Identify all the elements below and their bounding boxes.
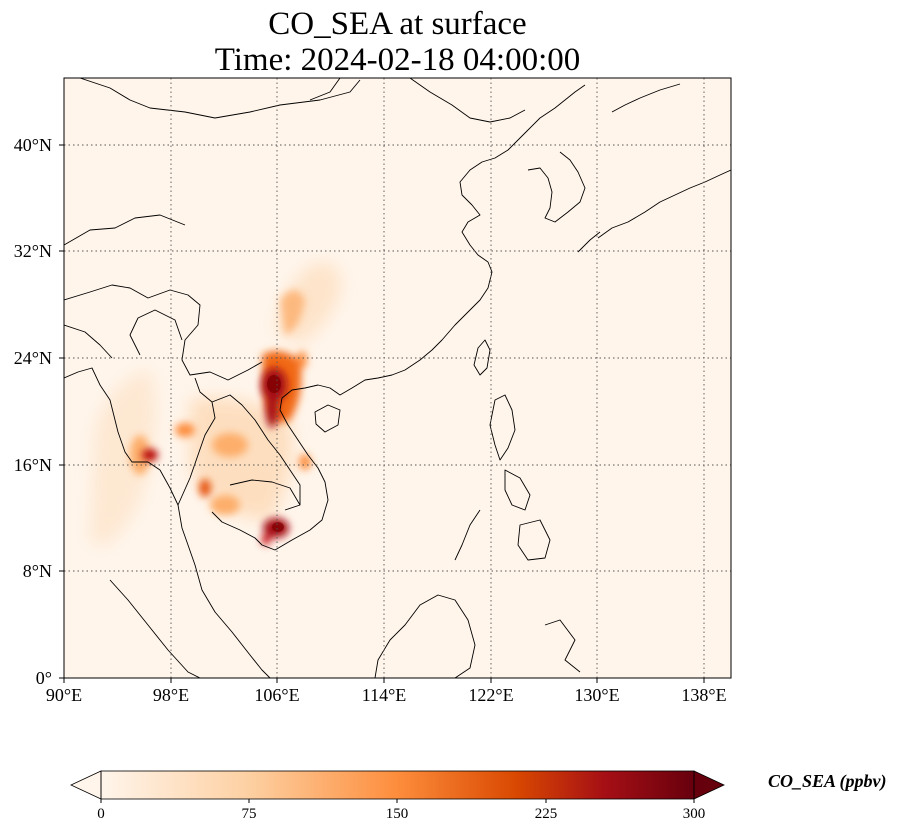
map-background [64, 78, 731, 678]
x-tick-label: 130°E [574, 685, 620, 705]
y-tick-label: 8°N [22, 561, 52, 581]
y-tick-label: 32°N [13, 241, 52, 261]
x-tick-label: 106°E [254, 685, 300, 705]
x-tick-label: 90°E [45, 685, 83, 705]
y-tick-label: 16°N [13, 455, 52, 475]
y-tick-label: 24°N [13, 348, 52, 368]
x-tick-label: 122°E [468, 685, 514, 705]
colorbar-label: CO_SEA (ppbv) [768, 771, 887, 791]
map-frame [63, 77, 732, 679]
y-tick-label: 40°N [13, 135, 52, 155]
colorbar-gradient [101, 771, 694, 799]
colorbar-tick-label: 225 [534, 806, 558, 822]
gridlines [64, 78, 731, 678]
x-tick-label: 98°E [152, 685, 190, 705]
colorbar-tick-label: 300 [682, 806, 706, 822]
colorbar-tick-label: 0 [97, 806, 105, 822]
colorbar-tick-label: 150 [385, 806, 409, 822]
colorbar-extend-min [70, 770, 102, 800]
colorbar [70, 770, 725, 803]
map-timestamp: Time: 2024-02-18 04:00:00 [214, 42, 581, 78]
colorbar-tick-label: 75 [241, 806, 257, 822]
map-panel [64, 78, 731, 678]
coastlines [64, 78, 731, 678]
axis-tick-marks [59, 144, 705, 683]
map-title: CO_SEA at surface [268, 6, 527, 42]
colorbar-extend-max [693, 770, 725, 800]
x-tick-label: 138°E [681, 685, 727, 705]
y-tick-label: 0° [35, 668, 52, 688]
x-tick-label: 114°E [361, 685, 407, 705]
concentration-field [90, 262, 341, 545]
